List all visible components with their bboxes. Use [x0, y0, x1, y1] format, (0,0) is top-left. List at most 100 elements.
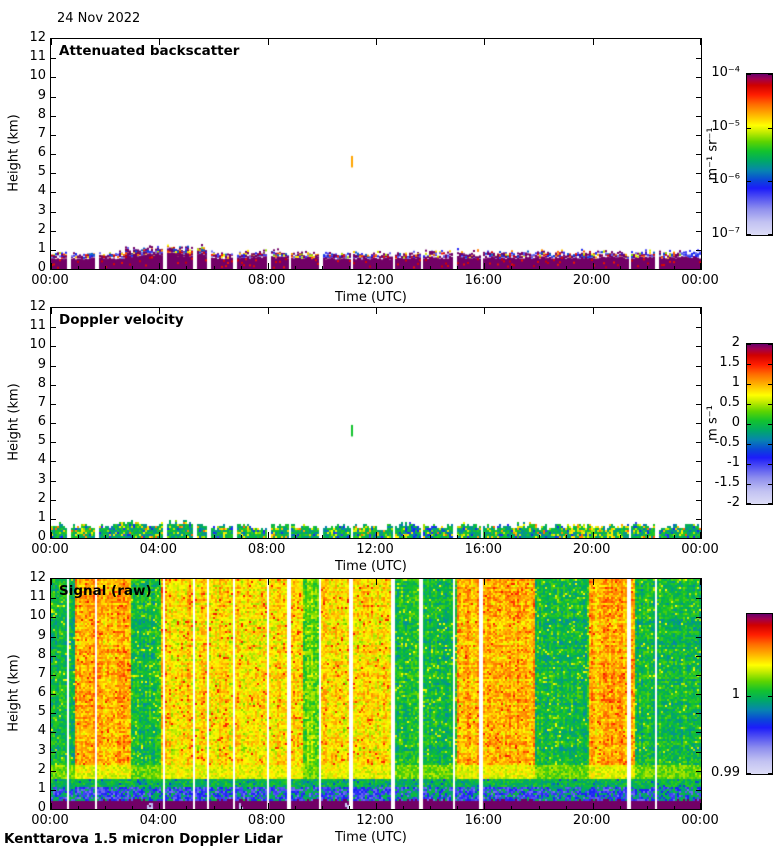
y-tick [51, 732, 56, 734]
y-tick [51, 480, 56, 482]
x-tick-label: 00:00 [681, 542, 719, 557]
date-label: 24 Nov 2022 [57, 11, 141, 26]
x-tick-label: 12:00 [356, 813, 394, 828]
colorbar-tick-label: -1 [727, 455, 740, 470]
y-tick-label: 2 [37, 221, 46, 237]
x-minor-tick [538, 266, 540, 269]
colorbar-tick [747, 127, 751, 129]
y-tick [696, 732, 701, 734]
x-major-tick [592, 263, 594, 269]
y-tick [51, 442, 56, 444]
y-tick [51, 134, 56, 136]
x-minor-tick [511, 266, 513, 269]
x-axis-title: Time (UTC) [335, 559, 407, 574]
y-tick [696, 789, 701, 791]
y-tick-label: 8 [37, 106, 46, 122]
y-tick [51, 713, 56, 715]
x-minor-tick [132, 806, 134, 809]
y-tick [696, 674, 701, 676]
y-tick [51, 518, 56, 520]
y-tick [696, 154, 701, 155]
x-axis-title: Time (UTC) [335, 290, 407, 305]
x-tick-label: 20:00 [572, 273, 611, 288]
colorbar-tick [747, 181, 751, 183]
colorbar-tick-label: 10⁻⁶ [711, 172, 740, 188]
y-tick [696, 58, 701, 60]
x-minor-tick [186, 535, 188, 538]
y-tick-label: 1 [37, 780, 46, 796]
x-minor-tick [294, 806, 296, 809]
x-major-tick [700, 803, 701, 809]
x-major-tick [592, 308, 594, 314]
x-tick-label: 16:00 [464, 273, 503, 288]
x-tick-label: 00:00 [31, 273, 69, 288]
signal-plot-area: Signal (raw) [50, 578, 702, 810]
x-tick-label: 04:00 [139, 273, 178, 288]
colorbar-tick [747, 696, 751, 697]
x-major-tick [376, 39, 377, 45]
y-tick-label: 9 [37, 356, 46, 372]
x-tick-label: 16:00 [464, 813, 503, 828]
y-tick-label: 5 [37, 704, 46, 720]
colorbar-tick [747, 444, 751, 445]
y-axis-title: Height (km) [6, 654, 22, 732]
y-tick [696, 461, 701, 463]
x-major-tick [376, 263, 377, 269]
y-tick [696, 617, 701, 619]
y-tick [696, 480, 701, 482]
x-minor-tick [619, 535, 621, 538]
colorbar-tick-label: 1 [731, 687, 740, 702]
colorbar-tick-label: -2 [727, 495, 740, 510]
colorbar-tick [768, 484, 772, 485]
y-tick-label: 2 [37, 761, 46, 777]
colorbar-unit-label: m s⁻¹ [705, 405, 721, 441]
y-tick [51, 789, 56, 791]
x-minor-tick [186, 806, 188, 809]
x-tick-label: 12:00 [356, 542, 394, 557]
y-tick [51, 211, 56, 213]
y-tick [696, 77, 701, 79]
x-minor-tick [321, 535, 323, 538]
colorbar-tick [768, 384, 772, 385]
y-tick [696, 173, 701, 175]
x-minor-tick [348, 266, 350, 269]
x-axis-title: Time (UTC) [335, 830, 407, 845]
x-tick-label: 16:00 [464, 542, 503, 557]
x-minor-tick [538, 806, 540, 809]
x-major-tick [376, 579, 377, 585]
y-tick [51, 192, 56, 194]
x-major-tick [267, 579, 269, 585]
velocity-heatmap-canvas [51, 308, 701, 538]
x-minor-tick [132, 535, 134, 538]
x-tick-label: 08:00 [247, 273, 286, 288]
y-tick [696, 403, 701, 405]
y-tick-label: 8 [37, 646, 46, 662]
x-minor-tick [321, 806, 323, 809]
y-tick [696, 192, 701, 194]
x-minor-tick [619, 806, 621, 809]
y-tick-label: 10 [29, 337, 46, 353]
y-tick [696, 598, 701, 600]
backscatter-panel-title: Attenuated backscatter [59, 43, 240, 59]
y-tick [51, 365, 56, 367]
y-tick [51, 694, 56, 695]
x-major-tick [700, 308, 701, 314]
x-major-tick [51, 532, 52, 538]
x-minor-tick [619, 266, 621, 269]
y-tick-label: 12 [29, 30, 46, 45]
x-major-tick [267, 803, 269, 809]
x-tick-label: 20:00 [572, 542, 611, 557]
x-major-tick [159, 803, 161, 809]
x-major-tick [484, 803, 486, 809]
y-tick-label: 4 [37, 183, 46, 199]
x-minor-tick [403, 806, 405, 809]
x-major-tick [700, 532, 701, 538]
y-tick [696, 365, 701, 367]
y-tick [696, 211, 701, 213]
x-minor-tick [240, 806, 242, 809]
y-tick [696, 327, 701, 329]
x-minor-tick [186, 266, 188, 269]
colorbar-tick [768, 444, 772, 445]
signal-heatmap-canvas [51, 579, 701, 809]
